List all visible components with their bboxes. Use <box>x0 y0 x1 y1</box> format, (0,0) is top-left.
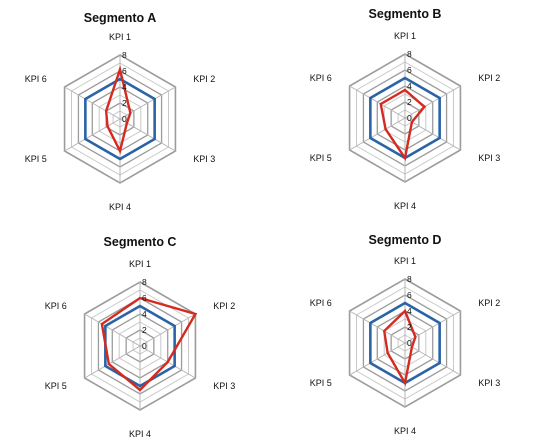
axis-spoke <box>349 117 406 151</box>
axis-label: KPI 5 <box>45 381 67 391</box>
axis-spoke <box>84 313 141 347</box>
chart-title: Segmento A <box>84 11 156 25</box>
tick-label: 4 <box>122 82 127 92</box>
axis-spoke <box>64 86 121 120</box>
axis-label: KPI 4 <box>129 429 151 439</box>
axis-spoke <box>119 118 176 152</box>
axis-label: KPI 3 <box>478 378 500 388</box>
axis-label: KPI 5 <box>310 153 332 163</box>
tick-label: 8 <box>122 50 127 60</box>
chart-title: Segmento C <box>104 235 177 249</box>
radar-chart-3: Segmento C 0 2 4 6 8 KPI 1 KPI 2 KPI 3 KPI 4 KPI 5… <box>45 235 236 439</box>
tick-label: 6 <box>407 290 412 300</box>
axis-label: KPI 4 <box>109 202 131 212</box>
axis-label: KPI 6 <box>310 73 332 83</box>
tick-label: 0 <box>407 113 412 123</box>
axis-label: KPI 6 <box>45 301 67 311</box>
tick-label: 4 <box>407 306 412 316</box>
tick-label: 4 <box>142 309 147 319</box>
axis-spoke <box>349 85 406 119</box>
axis-label: KPI 1 <box>394 31 416 41</box>
tick-label: 6 <box>142 293 147 303</box>
tick-label: 6 <box>407 65 412 75</box>
axis-spoke <box>349 342 406 376</box>
radar-chart-1: Segmento A 0 2 4 6 8 KPI 1 KPI 2 KPI 3 KPI 4 KPI 5… <box>25 11 216 212</box>
axis-label: KPI 5 <box>310 378 332 388</box>
tick-label: 2 <box>407 97 412 107</box>
tick-label: 8 <box>407 274 412 284</box>
axis-label: KPI 3 <box>213 381 235 391</box>
tick-label: 0 <box>142 341 147 351</box>
tick-label: 2 <box>407 322 412 332</box>
chart-title: Segmento D <box>369 233 442 247</box>
tick-label: 0 <box>407 338 412 348</box>
axis-spoke <box>349 310 406 344</box>
tick-label: 0 <box>122 114 127 124</box>
axis-label: KPI 1 <box>109 32 131 42</box>
radar-chart-4: Segmento D 0 2 4 6 8 KPI 1 KPI 2 KPI 3 KPI 4 KPI 5… <box>310 233 501 436</box>
chart-title: Segmento B <box>369 7 442 21</box>
axis-label: KPI 2 <box>213 301 235 311</box>
tick-label: 8 <box>142 277 147 287</box>
axis-label: KPI 3 <box>193 154 215 164</box>
tick-label: 2 <box>142 325 147 335</box>
axis-spoke <box>404 85 461 119</box>
axis-spoke <box>139 313 196 347</box>
axis-label: KPI 3 <box>478 153 500 163</box>
axis-spoke <box>84 345 141 379</box>
axis-label: KPI 4 <box>394 201 416 211</box>
axis-label: KPI 4 <box>394 426 416 436</box>
tick-label: 8 <box>407 49 412 59</box>
axis-spoke <box>64 118 121 152</box>
axis-spoke <box>404 342 461 376</box>
axis-label: KPI 2 <box>193 74 215 84</box>
radar-chart-2: Segmento B 0 2 4 6 8 KPI 1 KPI 2 KPI 3 KPI 4 KPI 5… <box>310 7 501 211</box>
tick-label: 4 <box>407 81 412 91</box>
axis-label: KPI 1 <box>394 256 416 266</box>
axis-label: KPI 2 <box>478 73 500 83</box>
axis-label: KPI 5 <box>25 154 47 164</box>
axis-spoke <box>404 117 461 151</box>
axis-label: KPI 2 <box>478 298 500 308</box>
axis-label: KPI 1 <box>129 259 151 269</box>
axis-label: KPI 6 <box>25 74 47 84</box>
tick-label: 2 <box>122 98 127 108</box>
tick-label: 6 <box>122 66 127 76</box>
axis-label: KPI 6 <box>310 298 332 308</box>
